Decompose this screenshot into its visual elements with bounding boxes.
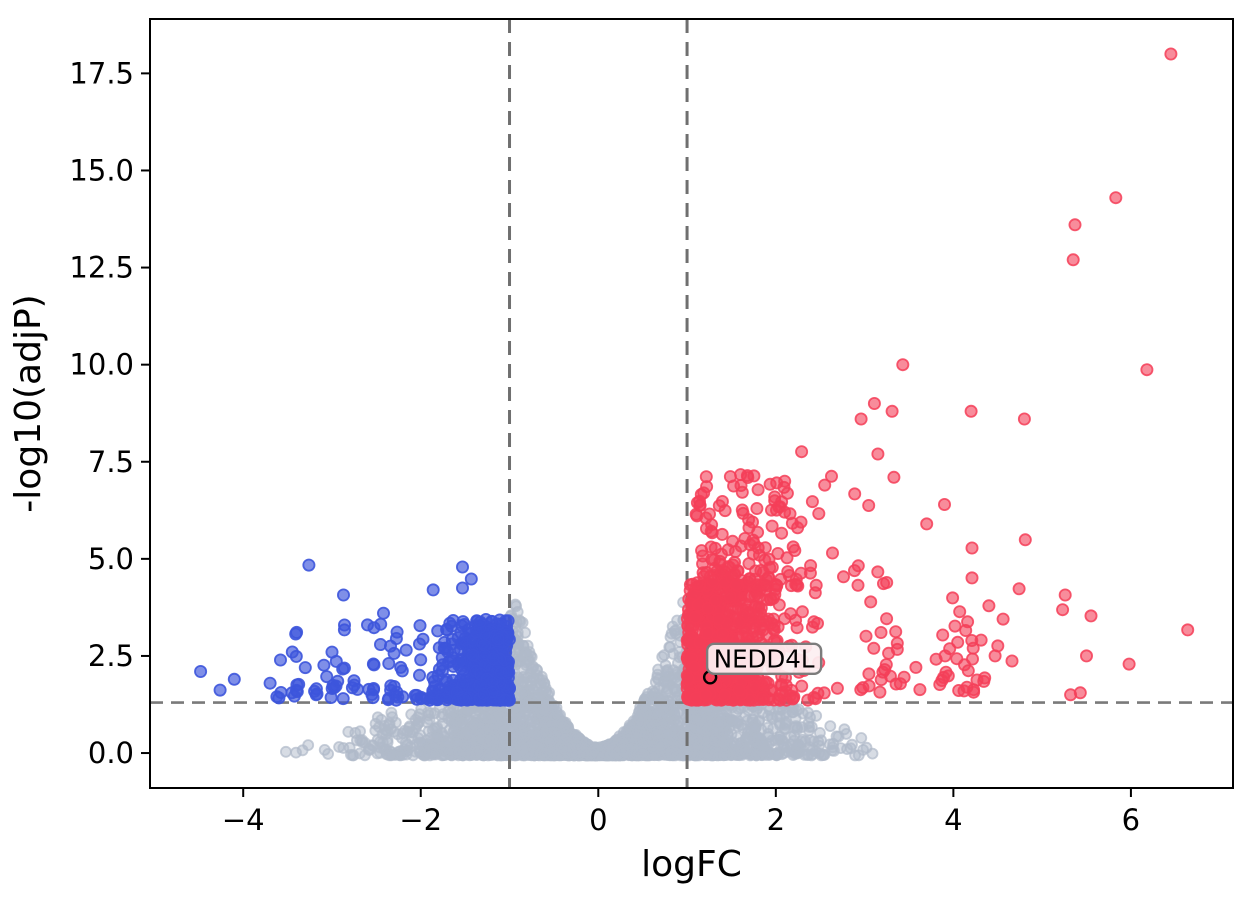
y-tick-labels: 0.0 2.5 5.0 7.5 10.0 12.5 15.0 17.5 bbox=[69, 56, 134, 770]
y-tick-label: 12.5 bbox=[69, 251, 134, 285]
x-tick-label: −4 bbox=[222, 803, 265, 837]
axis-ticks bbox=[141, 72, 1132, 797]
y-tick-label: 0.0 bbox=[88, 736, 134, 770]
x-tick-label: 0 bbox=[589, 803, 607, 837]
y-tick-label: 10.0 bbox=[69, 348, 134, 382]
x-tick-label: 6 bbox=[1122, 803, 1140, 837]
x-tick-labels: −4 −2 0 2 4 6 bbox=[222, 803, 1140, 837]
y-tick-label: 5.0 bbox=[88, 542, 134, 576]
x-tick-label: 2 bbox=[767, 803, 785, 837]
y-tick-label: 2.5 bbox=[88, 639, 134, 673]
x-tick-label: −2 bbox=[399, 803, 442, 837]
points-not-significant bbox=[279, 596, 879, 762]
points-down-regulated bbox=[194, 558, 516, 707]
gene-annotation: NEDD4L bbox=[702, 642, 823, 685]
y-axis-label: -log10(adjP) bbox=[8, 294, 49, 512]
y-tick-label: 7.5 bbox=[88, 445, 134, 479]
points-up-regulated bbox=[680, 47, 1195, 707]
x-axis-label: logFC bbox=[641, 844, 742, 885]
y-tick-label: 15.0 bbox=[69, 153, 134, 187]
annotation-box bbox=[705, 642, 823, 676]
x-tick-label: 4 bbox=[944, 803, 962, 837]
annotation-label: NEDD4L bbox=[714, 644, 815, 673]
plot-border bbox=[149, 18, 1234, 789]
y-tick-label: 17.5 bbox=[69, 56, 134, 90]
